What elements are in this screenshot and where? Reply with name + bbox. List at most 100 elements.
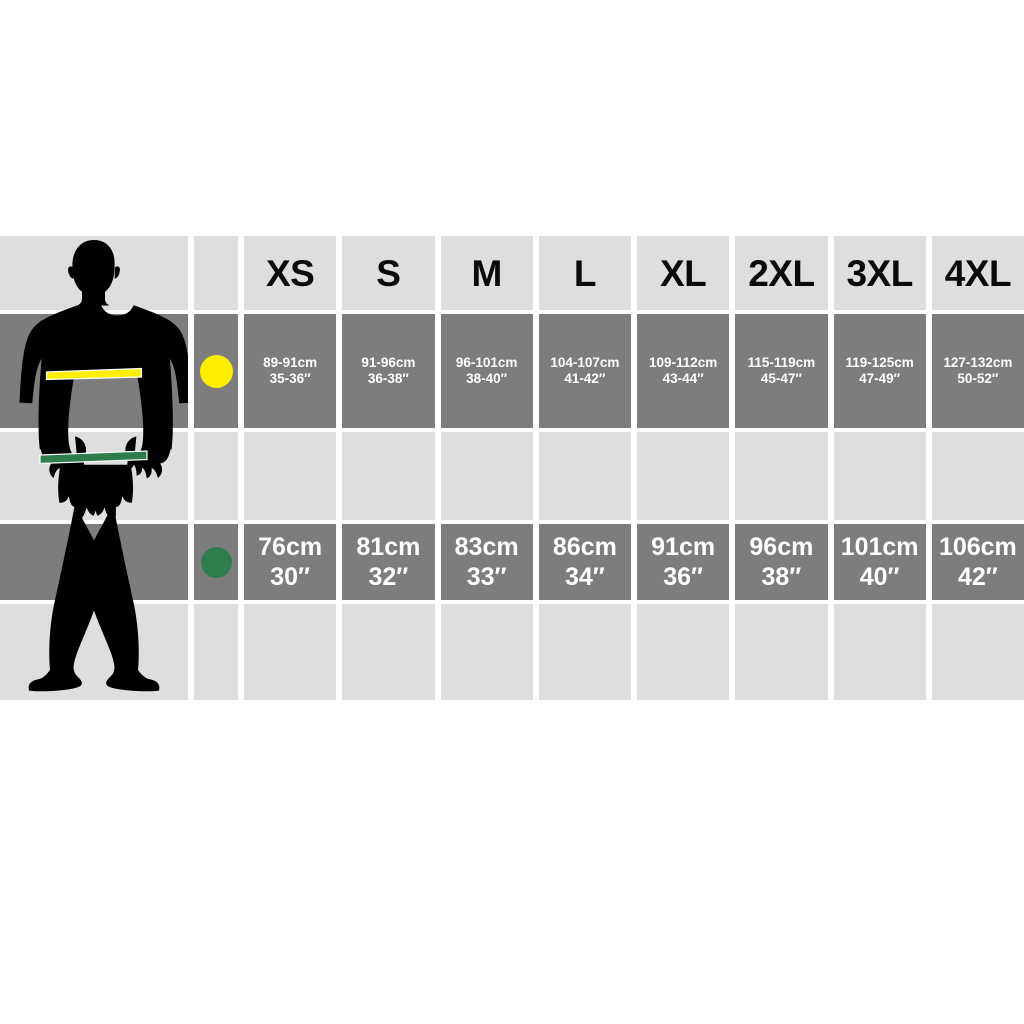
cell-chest-m [440,314,533,428]
cell-foot-m [440,604,533,700]
chest-cm-xs: 89-91cm [263,354,318,370]
waist-cm-2xl: 96cm [749,532,814,561]
size-header-l: L [573,252,597,294]
size-header-4xl: 4XL [944,252,1012,294]
chest-in-l: 41-42″ [564,371,606,386]
waist-value-m: 83cm 33″ [441,524,533,600]
size-header-3xl: 3XL [846,252,913,294]
cell-header-xs [244,236,337,310]
cell-waist-xl [637,524,730,600]
cell-chest-s [342,314,435,428]
size-header-2xl: 2XL [748,252,815,294]
cell-header-xl [637,236,730,310]
cell-waist-3xl [833,524,926,600]
cell-mid-xs [244,432,337,520]
cell-header-l [538,236,631,310]
cell-foot-xs [244,604,337,700]
marker-cell-header [194,236,238,310]
waist-value-xl: 91cm 36″ [637,524,729,600]
cell-foot-l [538,604,631,700]
cell-chest-2xl [735,314,828,428]
chest-cm-3xl: 119-125cm [845,354,914,370]
cell-chest-3xl [833,314,926,428]
waist-in-xs: 30″ [270,563,311,591]
chest-value-2xl: 115-119cm 45-47″ [735,314,827,428]
cell-mid-2xl [735,432,828,520]
waist-cm-3xl: 101cm [840,532,919,561]
cell-mid-3xl [833,432,926,520]
chest-cm-2xl: 115-119cm [747,354,816,370]
cell-waist-s [342,524,435,600]
waist-cm-4xl: 106cm [938,532,1017,561]
chest-in-xs: 35-36″ [269,371,311,386]
cell-chest-4xl [931,314,1024,428]
chest-in-xl: 43-44″ [662,371,704,386]
chest-value-4xl: 127-132cm 50-52″ [932,314,1024,428]
waist-value-l: 86cm 34″ [539,524,631,600]
waist-in-xl: 36″ [663,563,704,591]
chest-cm-l: 104-107cm [550,354,620,370]
marker-cell-mid [194,432,238,520]
chest-value-3xl: 119-125cm 47-49″ [834,314,926,428]
chest-value-xl: 109-112cm 43-44″ [637,314,729,428]
cell-header-4xl [931,236,1024,310]
size-header-xs: XS [265,252,315,294]
size-header-m: M [471,252,502,294]
chest-value-m: 96-101cm 38-40″ [441,314,533,428]
waist-in-l: 34″ [564,563,605,591]
chest-in-s: 36-38″ [367,371,409,386]
cell-waist-2xl [735,524,828,600]
chest-value-l: 104-107cm 41-42″ [539,314,631,428]
chest-cm-4xl: 127-132cm [943,354,1013,370]
waist-cm-xs: 76cm [258,532,323,561]
waist-value-3xl: 101cm 40″ [834,524,926,600]
cell-mid-l [538,432,631,520]
waist-marker-dot [200,546,232,578]
chest-in-4xl: 50-52″ [957,371,999,386]
cell-mid-xl [637,432,730,520]
waist-cm-xl: 91cm [651,532,716,561]
cell-foot-xl [637,604,730,700]
waist-in-3xl: 40″ [859,563,900,591]
waist-in-s: 32″ [368,563,409,591]
chest-cm-xl: 109-112cm [648,354,718,370]
chest-in-m: 38-40″ [466,371,508,386]
figure-panel [0,236,188,700]
waist-value-s: 81cm 32″ [342,524,434,600]
cell-chest-l [538,314,631,428]
size-header-xl: XL [659,252,707,294]
size-header-s: S [376,252,401,294]
cell-header-2xl [735,236,828,310]
waist-in-m: 33″ [466,563,507,591]
waist-band [39,450,148,465]
chest-cm-s: 91-96cm [361,354,416,370]
cell-waist-l [538,524,631,600]
waist-cm-s: 81cm [356,532,421,561]
waist-in-2xl: 38″ [761,563,802,591]
marker-cell-foot [194,604,238,700]
chest-cm-m: 96-101cm [455,354,518,370]
cell-mid-m [440,432,533,520]
waist-value-4xl: 106cm 42″ [932,524,1024,600]
cell-chest-xl [637,314,730,428]
cell-waist-xs [244,524,337,600]
chest-value-s: 91-96cm 36-38″ [342,314,434,428]
cell-foot-s [342,604,435,700]
cell-foot-4xl [931,604,1024,700]
cell-header-m [440,236,533,310]
chest-in-3xl: 47-49″ [859,371,901,386]
waist-in-4xl: 42″ [957,563,998,591]
chest-value-xs: 89-91cm 35-36″ [244,314,336,428]
size-chart: XS S M L XL 2XL 3XL 4XL 89-91cm 35-36″ 91-96cm 36-3… [0,236,1024,700]
cell-waist-m [440,524,533,600]
cell-waist-4xl [931,524,1024,600]
cell-foot-2xl [735,604,828,700]
chest-in-2xl: 45-47″ [760,371,802,386]
cell-mid-4xl [931,432,1024,520]
cell-foot-3xl [833,604,926,700]
male-body-silhouette-icon [19,240,188,692]
cell-header-3xl [833,236,926,310]
cell-header-s [342,236,435,310]
waist-cm-m: 83cm [454,532,519,561]
cell-chest-xs [244,314,337,428]
